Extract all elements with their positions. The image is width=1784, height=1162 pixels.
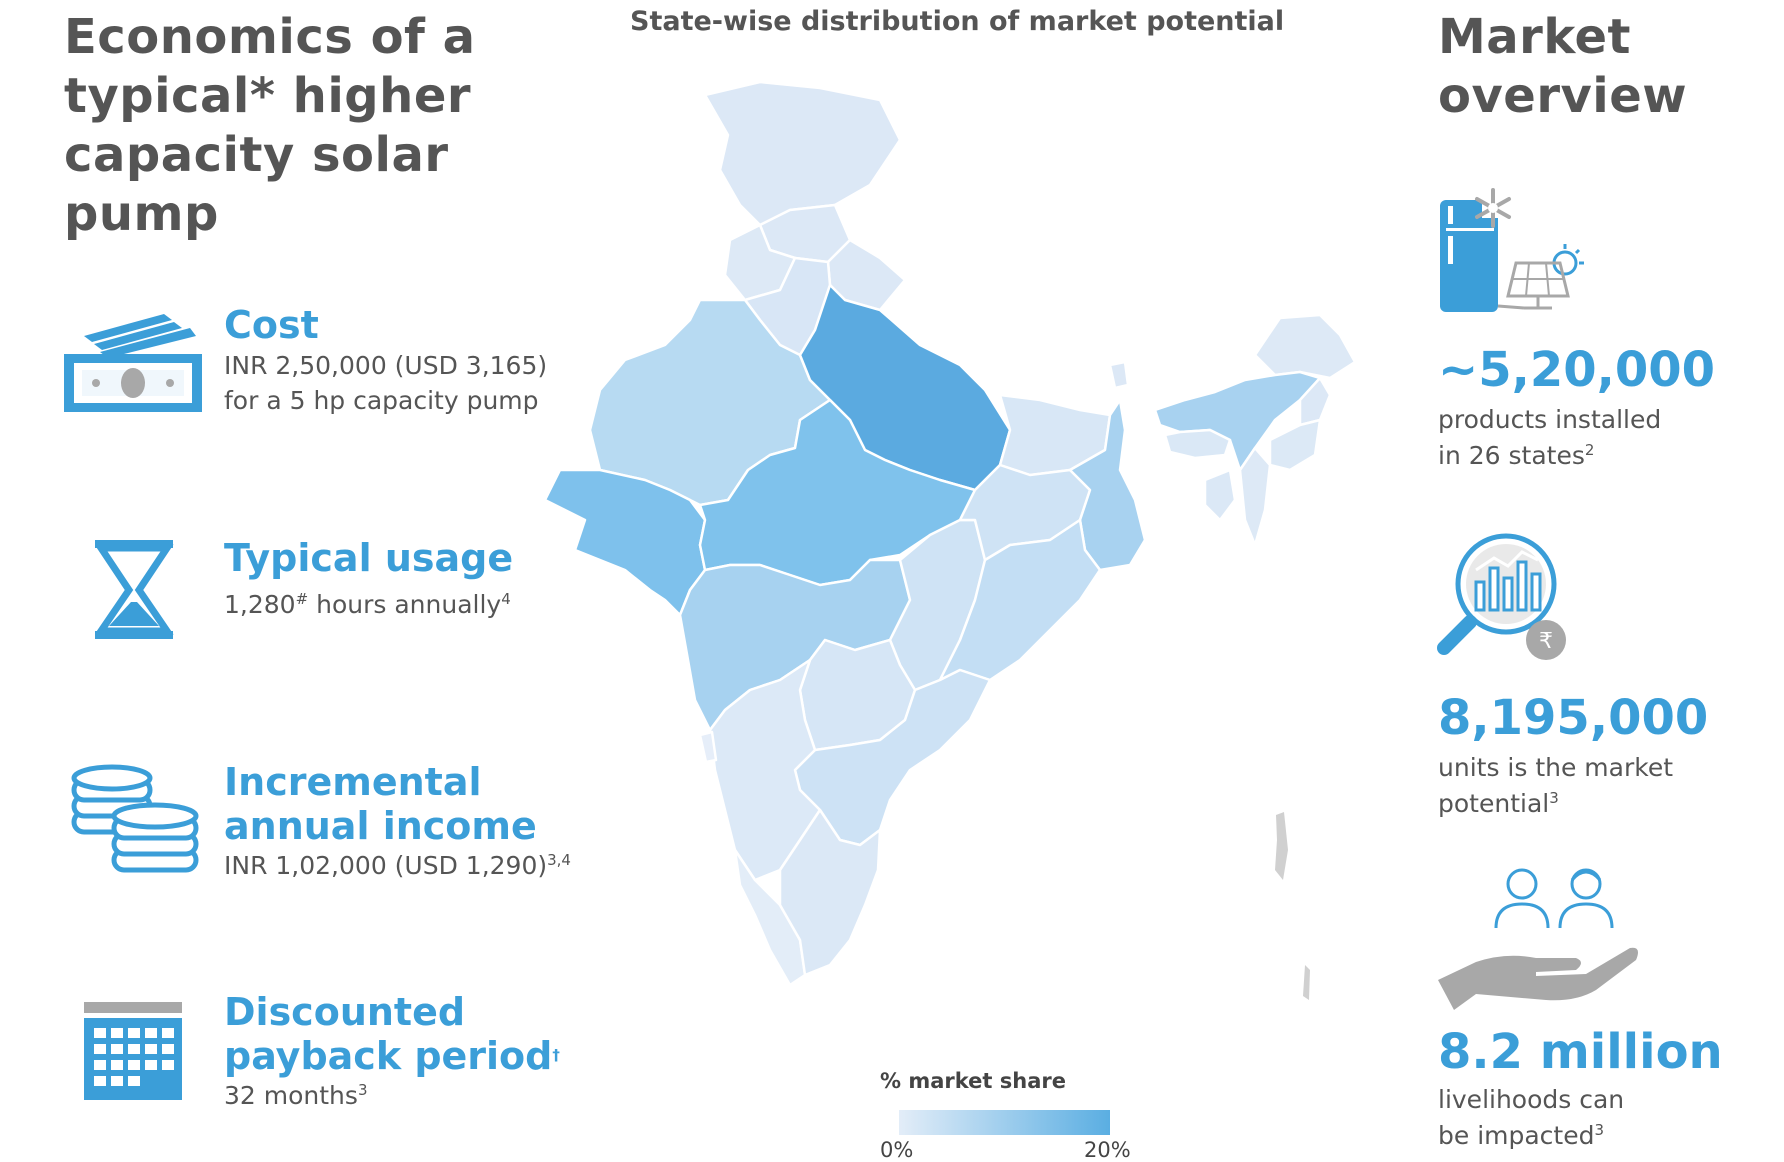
map-region-goa (698, 730, 718, 764)
payback-value: 32 months (224, 1081, 358, 1110)
map-region-west-bengal (1068, 398, 1147, 572)
map-region-tamil-nadu (778, 808, 882, 977)
income-value: INR 1,02,000 (USD 1,290) (224, 851, 548, 880)
market-potential-text: units is the market potential3 (1438, 750, 1673, 822)
map-region-sikkim (1108, 360, 1130, 390)
map-region-andaman-islands (1275, 812, 1288, 880)
svg-text:₹: ₹ (1539, 629, 1553, 654)
installed-line-2: in 26 states (1438, 441, 1585, 470)
people-hand-icon (1438, 868, 1638, 1010)
income-heading: Incremental annual income (224, 760, 537, 848)
legend-max-label: 20% (1084, 1138, 1131, 1162)
map-region-karnataka (708, 658, 822, 882)
livelihoods-sup: 3 (1594, 1121, 1605, 1139)
installed-text: products installed in 26 states2 (1438, 402, 1661, 474)
map-title: State-wise distribution of market potent… (630, 6, 1285, 37)
payback-text: 32 months3 (224, 1078, 367, 1113)
livelihoods-line-2: be impacted (1438, 1121, 1595, 1150)
legend-min-label: 0% (880, 1138, 914, 1162)
installed-value: ~5,20,000 (1438, 342, 1716, 398)
usage-text-2: hours annually (308, 590, 502, 619)
map-region-kerala (733, 848, 807, 987)
map-region-tripura (1203, 468, 1237, 522)
map-region-mizoram (1238, 446, 1272, 547)
map-region-jammu-kashmir (703, 80, 902, 227)
income-sup: 3,4 (547, 851, 571, 869)
calendar-icon (84, 1002, 182, 1100)
income-text: INR 1,02,000 (USD 1,290)3,4 (224, 848, 571, 883)
payback-heading-line-1: Discounted (224, 990, 466, 1034)
usage-sup-2: 4 (501, 590, 511, 608)
usage-hours: 1,280 (224, 590, 296, 619)
market-potential-line-1: units is the market (1438, 753, 1674, 782)
map-region-arunachal (1253, 313, 1357, 380)
cash-icon (64, 314, 202, 412)
map-region-manipur (1268, 418, 1322, 472)
cost-heading: Cost (224, 303, 319, 347)
map-region-meghalaya (1163, 428, 1232, 460)
legend-color-bar (899, 1110, 1110, 1135)
coins-icon (71, 764, 199, 873)
market-potential-sup: 3 (1549, 789, 1559, 807)
india-map (543, 80, 1357, 1000)
installed-sup: 2 (1584, 441, 1595, 459)
income-heading-line-1: Incremental (224, 760, 482, 804)
left-section-title: Economics of a typical* higher capacity … (64, 9, 476, 242)
market-potential-value: 8,195,000 (1438, 690, 1709, 746)
usage-heading: Typical usage (224, 536, 514, 580)
cost-text: INR 2,50,000 (USD 3,165) for a 5 hp capa… (224, 348, 547, 418)
payback-heading-line-2: payback period (224, 1034, 553, 1078)
map-region-nicobar-islands (1303, 965, 1310, 1000)
magnifier-chart-rupee-icon: ₹ (1437, 533, 1566, 660)
payback-heading-sup: † (552, 1046, 560, 1064)
livelihoods-value: 8.2 million (1438, 1024, 1723, 1080)
livelihoods-line-1: livelihoods can (1438, 1085, 1625, 1114)
cost-line-1: INR 2,50,000 (USD 3,165) (224, 351, 548, 380)
fridge-solar-panel-icon (1440, 188, 1584, 312)
payback-heading: Discounted payback period† (224, 990, 560, 1078)
market-potential-line-2: potential (1438, 789, 1550, 818)
map-region-odisha (938, 518, 1102, 682)
hourglass-icon (95, 540, 174, 639)
legend-title: % market share (880, 1069, 1066, 1093)
right-section-title: Market overview (1438, 9, 1688, 124)
usage-text: 1,280# hours annually4 (224, 587, 511, 622)
usage-sup-1: # (295, 590, 309, 608)
map-region-nagaland (1298, 376, 1332, 427)
income-heading-line-2: annual income (224, 804, 537, 848)
installed-line-1: products installed (1438, 405, 1662, 434)
cost-line-2: for a 5 hp capacity pump (224, 386, 539, 415)
payback-sup: 3 (357, 1081, 368, 1099)
livelihoods-text: livelihoods can be impacted3 (1438, 1082, 1624, 1154)
